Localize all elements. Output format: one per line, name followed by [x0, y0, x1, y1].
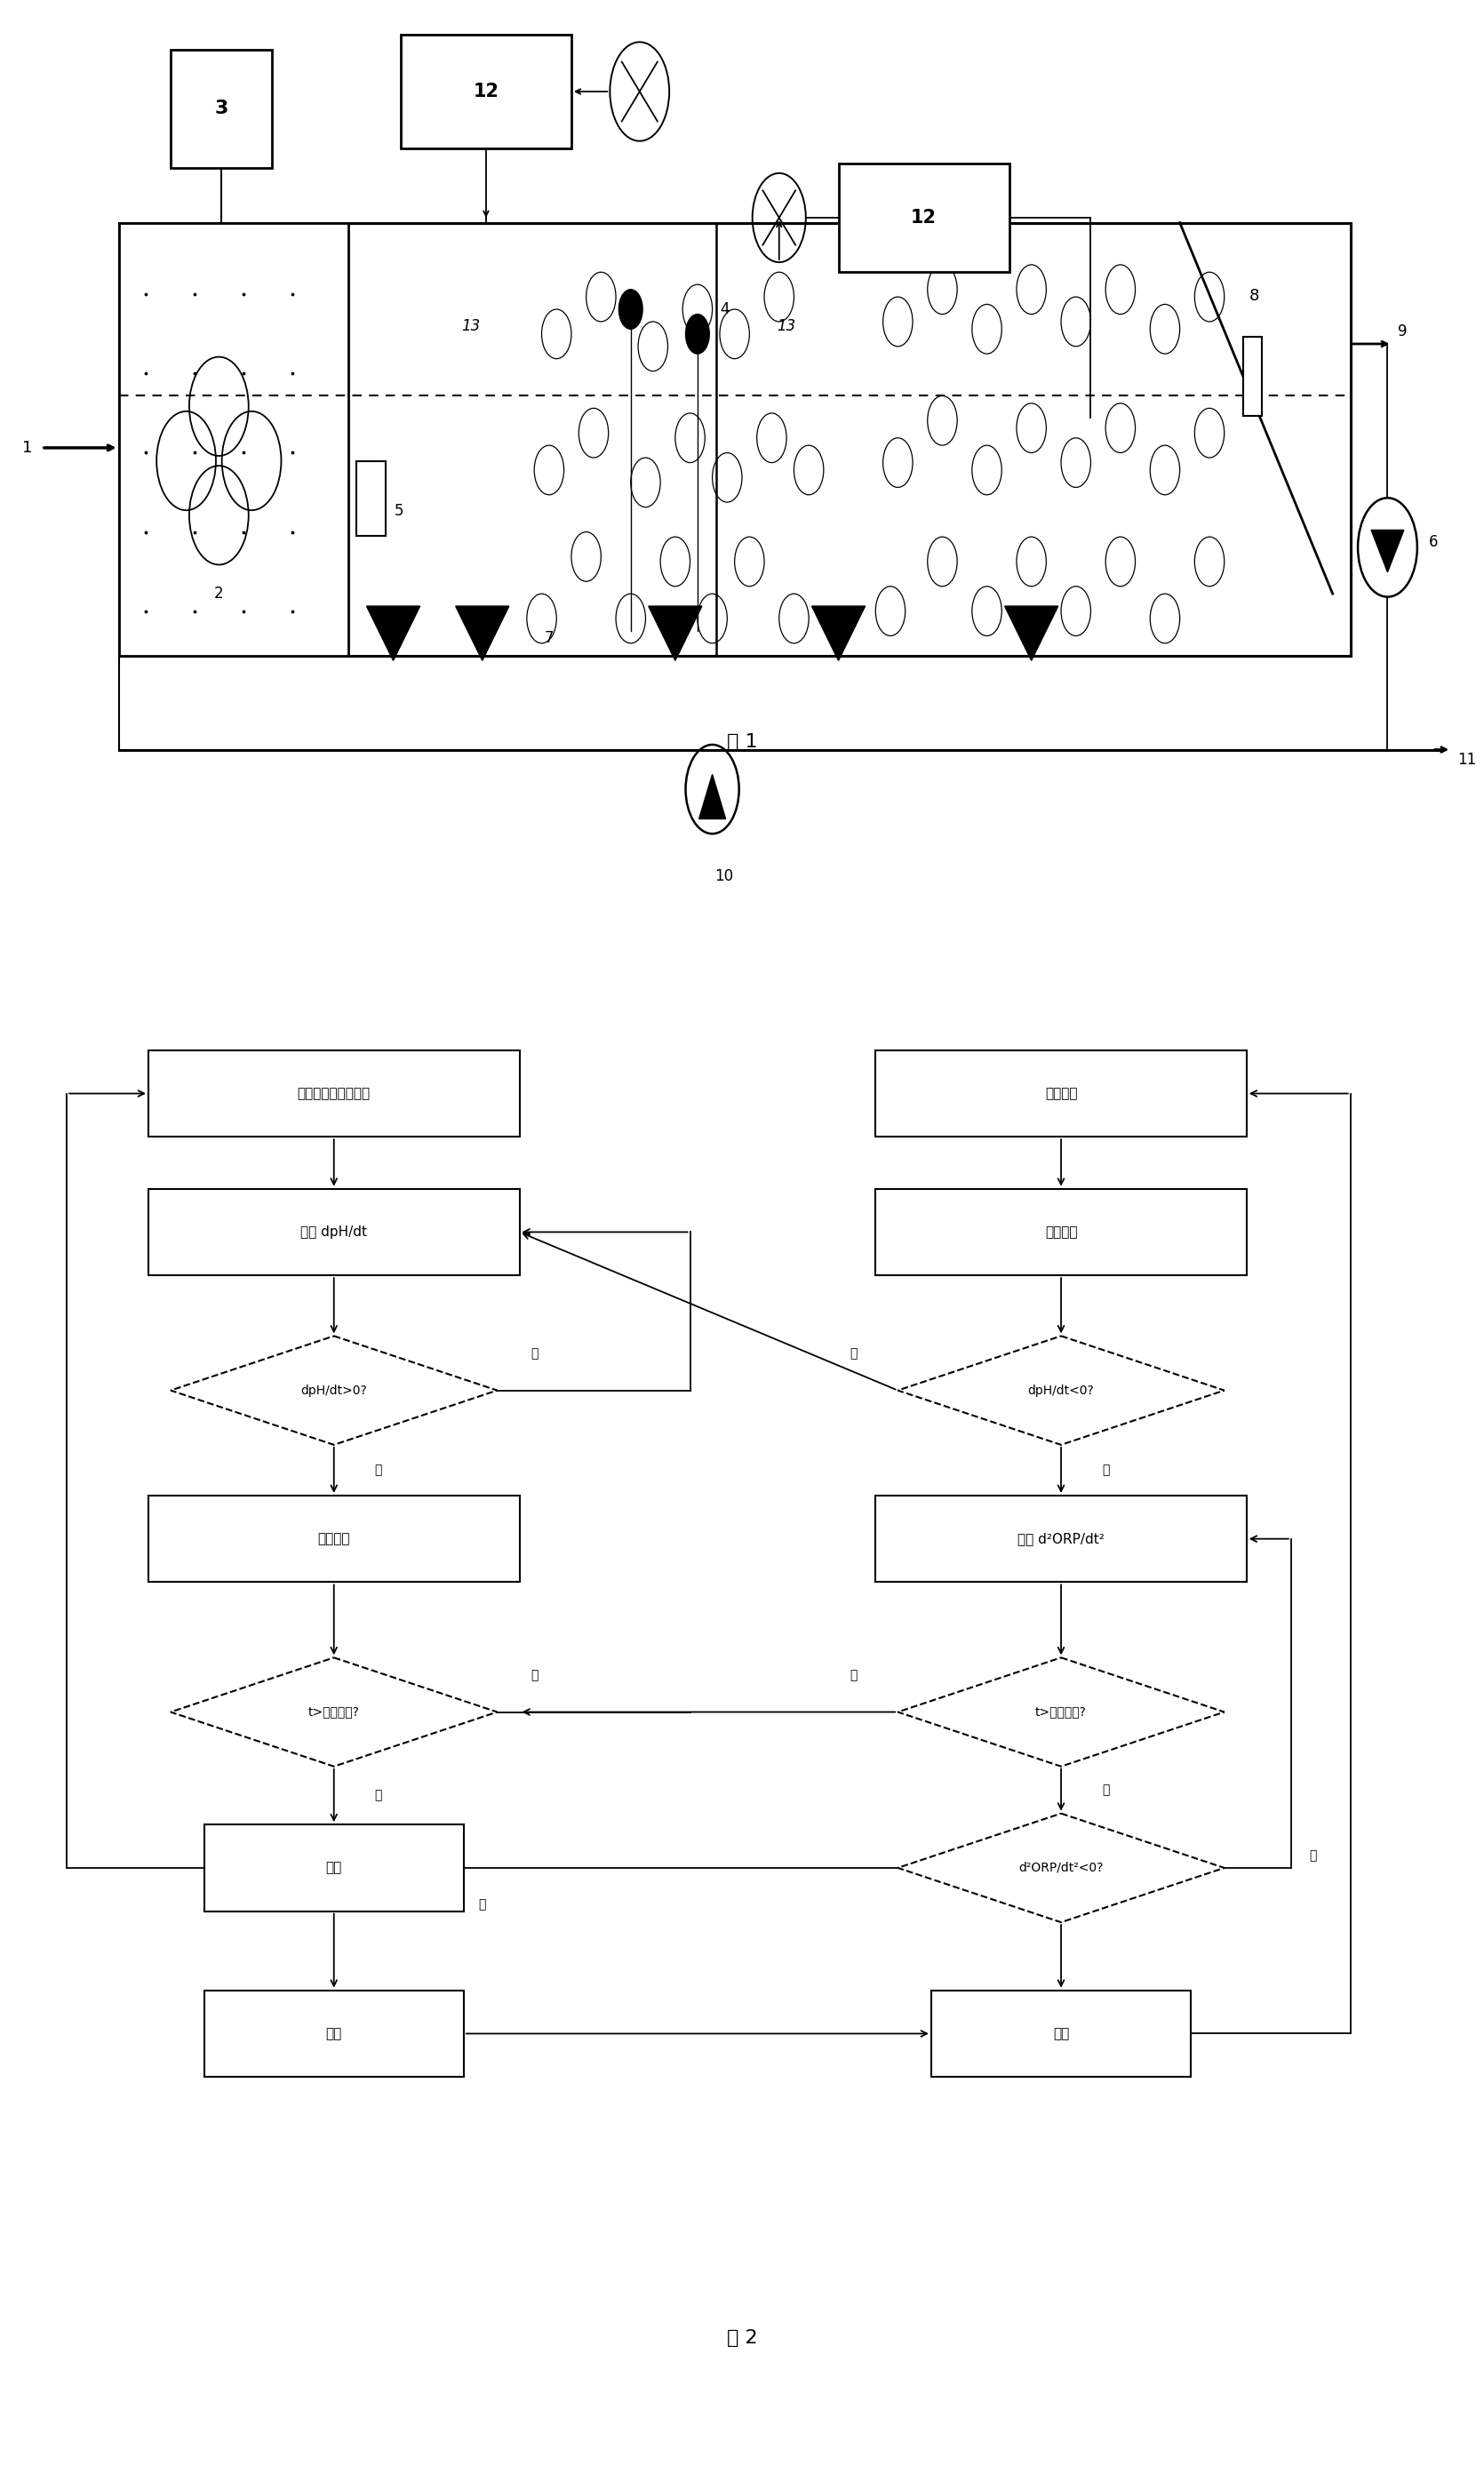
Text: 12: 12: [911, 208, 936, 228]
Polygon shape: [699, 774, 726, 819]
Bar: [148, 1494, 519, 1583]
Text: 13: 13: [778, 319, 795, 334]
Text: 3: 3: [214, 99, 229, 119]
Polygon shape: [456, 606, 509, 661]
Text: 停止曝气: 停止曝气: [318, 1531, 350, 1546]
Bar: [148, 1190, 519, 1277]
Text: 2: 2: [214, 586, 224, 601]
Text: 搅拌开始: 搅拌开始: [1045, 1225, 1077, 1239]
Text: t>进水时间?: t>进水时间?: [309, 1705, 359, 1719]
Text: 4: 4: [720, 302, 729, 317]
Bar: [148, 1049, 519, 1136]
Text: 是: 是: [849, 1346, 858, 1361]
Polygon shape: [649, 606, 702, 661]
Text: 沉淀: 沉淀: [326, 1860, 341, 1875]
Text: dpH/dt<0?: dpH/dt<0?: [1028, 1383, 1094, 1398]
Text: 否: 否: [530, 1346, 539, 1361]
Text: 9: 9: [1398, 324, 1407, 339]
Bar: [876, 1049, 1247, 1136]
Bar: [401, 35, 571, 148]
Polygon shape: [171, 1336, 497, 1445]
Text: 11: 11: [1457, 752, 1477, 767]
Text: 进水开始: 进水开始: [1045, 1086, 1077, 1101]
Text: 检测 d²ORP/dt²: 检测 d²ORP/dt²: [1018, 1531, 1104, 1546]
Bar: [1244, 336, 1261, 416]
Text: 12: 12: [473, 82, 499, 101]
Bar: [119, 223, 349, 656]
Text: 搅拌停止，曝气开始: 搅拌停止，曝气开始: [297, 1086, 371, 1101]
Polygon shape: [1005, 606, 1058, 661]
Text: 图 2: 图 2: [727, 2328, 757, 2348]
Bar: [356, 460, 386, 534]
Text: 是: 是: [374, 1465, 383, 1477]
Text: 7: 7: [545, 631, 554, 646]
Text: 10: 10: [715, 868, 733, 883]
Text: 图 1: 图 1: [727, 732, 757, 752]
Bar: [876, 1190, 1247, 1277]
Bar: [171, 49, 272, 168]
Text: dpH/dt>0?: dpH/dt>0?: [301, 1383, 367, 1398]
Text: 是: 是: [849, 1667, 858, 1682]
Text: 否: 否: [1101, 1784, 1110, 1796]
Text: d²ORP/dt²<0?: d²ORP/dt²<0?: [1018, 1860, 1104, 1875]
Text: 8: 8: [1250, 289, 1258, 304]
Bar: [876, 1494, 1247, 1583]
Circle shape: [686, 314, 709, 354]
Bar: [205, 1826, 463, 1912]
Text: 1: 1: [22, 440, 33, 455]
Text: 否: 否: [530, 1667, 539, 1682]
Bar: [838, 163, 1009, 272]
Polygon shape: [367, 606, 420, 661]
Polygon shape: [898, 1336, 1224, 1445]
Text: 检测 dpH/dt: 检测 dpH/dt: [301, 1225, 367, 1239]
Bar: [932, 1989, 1190, 2078]
Bar: [119, 223, 1350, 656]
Text: 5: 5: [395, 502, 404, 520]
Text: 否: 否: [1309, 1848, 1318, 1863]
Text: 是: 是: [374, 1789, 383, 1801]
Polygon shape: [171, 1658, 497, 1766]
Text: 6: 6: [1429, 534, 1438, 549]
Text: 闲置: 闲置: [1054, 2026, 1068, 2041]
Polygon shape: [1371, 529, 1404, 571]
Text: 13: 13: [462, 319, 481, 334]
Polygon shape: [898, 1813, 1224, 1922]
Polygon shape: [898, 1658, 1224, 1766]
Text: 否: 否: [1101, 1465, 1110, 1477]
Bar: [205, 1989, 463, 2078]
Text: 是: 是: [478, 1898, 487, 1912]
Text: 排水: 排水: [326, 2026, 341, 2041]
Polygon shape: [812, 606, 865, 661]
Circle shape: [619, 289, 643, 329]
Text: t>进水时间?: t>进水时间?: [1036, 1705, 1086, 1719]
